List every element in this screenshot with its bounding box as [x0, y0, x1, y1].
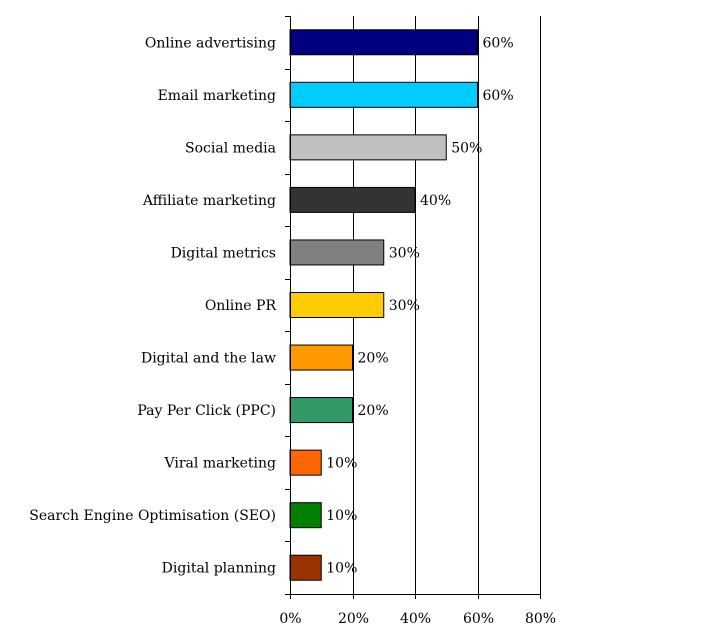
- category-label: Digital metrics: [171, 245, 276, 261]
- value-label: 60%: [483, 88, 514, 104]
- value-label: 50%: [451, 140, 482, 156]
- category-label: Digital and the law: [141, 351, 276, 367]
- bar: [289, 397, 353, 424]
- category-label: Online PR: [205, 298, 277, 314]
- value-label: 30%: [389, 245, 420, 261]
- value-label: 20%: [358, 403, 389, 419]
- axis: [285, 16, 541, 599]
- category-label: Online advertising: [145, 35, 276, 51]
- x-tick-label: 60%: [463, 611, 494, 627]
- x-tick-label: 20%: [338, 611, 369, 627]
- x-tick-label: 80%: [525, 611, 556, 627]
- tick-labels: 0% 20% 40% 60% 80%: [279, 611, 556, 627]
- bar: [289, 29, 478, 56]
- category-label: Pay Per Click (PPC): [137, 403, 276, 419]
- category-label: Email marketing: [158, 88, 276, 104]
- bar: [289, 81, 478, 108]
- category-label: Search Engine Optimisation (SEO): [29, 508, 276, 524]
- category-label: Viral marketing: [164, 456, 277, 472]
- value-labels: 60% 60% 50% 40% 30% 30% 20% 20% 10% 10% 10%: [326, 35, 513, 576]
- bar: [289, 134, 447, 161]
- value-label: 30%: [389, 298, 420, 314]
- value-label: 20%: [358, 351, 389, 367]
- value-label: 40%: [420, 193, 451, 209]
- value-label: 10%: [326, 456, 357, 472]
- x-tick-label: 0%: [279, 611, 301, 627]
- value-label: 60%: [483, 35, 514, 51]
- category-label: Affiliate marketing: [142, 193, 276, 209]
- bar: [289, 449, 322, 476]
- bar: [289, 502, 322, 529]
- x-tick-label: 40%: [400, 611, 431, 627]
- category-labels: Online advertising Email marketing Social …: [29, 35, 276, 576]
- bars: [289, 29, 478, 581]
- bar: [289, 239, 385, 266]
- value-label: 10%: [326, 508, 357, 524]
- bar: [289, 186, 416, 213]
- category-label: Social media: [185, 140, 276, 156]
- value-label: 10%: [326, 561, 357, 577]
- category-label: Digital planning: [162, 561, 276, 577]
- bar: [289, 292, 385, 318]
- bar: [289, 344, 353, 371]
- bar: [289, 554, 322, 581]
